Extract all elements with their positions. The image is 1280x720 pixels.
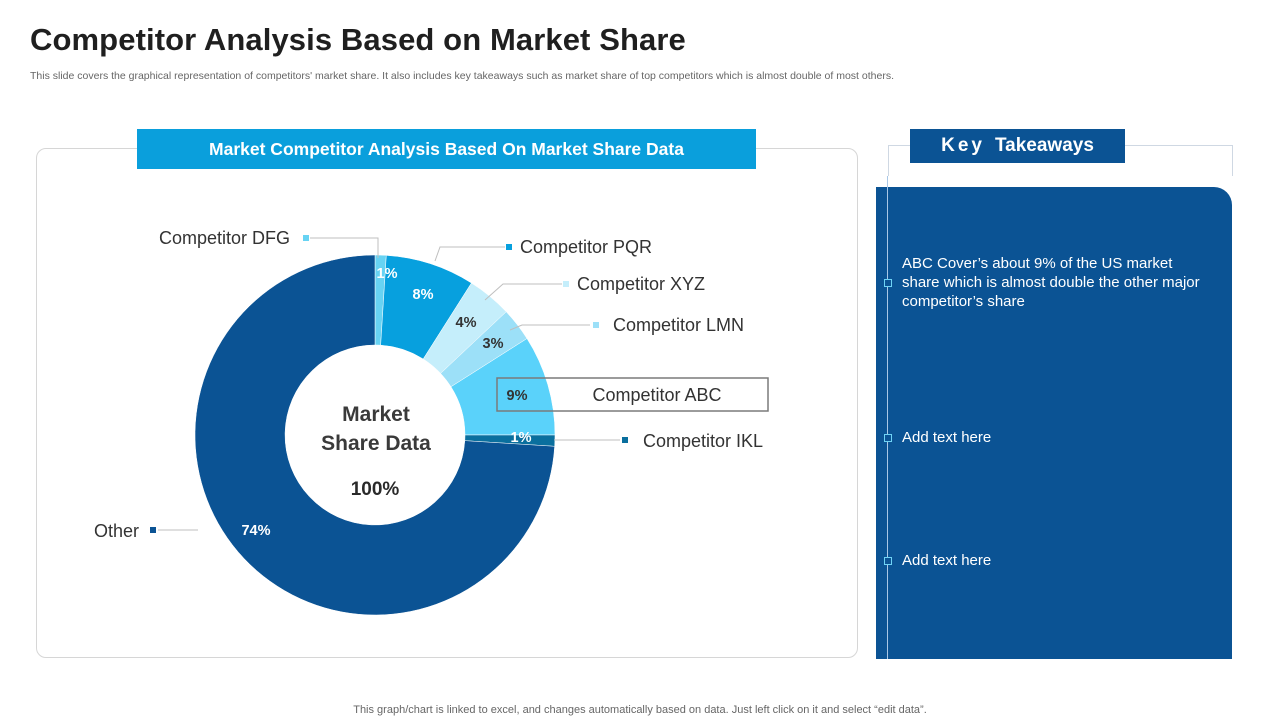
legend-marker-competitor-pqr bbox=[506, 244, 512, 250]
data-label-other: 74% bbox=[241, 523, 270, 539]
legend-label-competitor-ikl: Competitor IKL bbox=[643, 431, 763, 451]
leader-line-competitor-lmn bbox=[509, 324, 590, 331]
donut-hole bbox=[286, 346, 464, 524]
legend-label-competitor-dfg: Competitor DFG bbox=[159, 228, 290, 248]
leader-line-competitor-pqr bbox=[434, 246, 505, 262]
legend-marker-competitor-dfg bbox=[303, 235, 309, 241]
leader-line-competitor-xyz bbox=[484, 283, 562, 301]
legend-marker-other bbox=[150, 527, 156, 533]
takeaway-text-3: Add text here bbox=[902, 552, 992, 569]
center-label-line1: Market bbox=[342, 403, 410, 426]
data-label-competitor-xyz: 4% bbox=[456, 315, 477, 331]
page-title: Competitor Analysis Based on Market Shar… bbox=[30, 22, 686, 57]
footer-note: This graph/chart is linked to excel, and… bbox=[353, 704, 927, 716]
takeaway-bullet-3 bbox=[884, 557, 892, 565]
data-label-competitor-abc: 9% bbox=[507, 388, 528, 404]
legend-label-competitor-abc: Competitor ABC bbox=[592, 385, 721, 405]
data-label-competitor-ikl: 1% bbox=[511, 430, 532, 446]
legend-label-competitor-xyz: Competitor XYZ bbox=[577, 274, 705, 294]
takeaways-timeline bbox=[887, 176, 888, 659]
takeaways-header-key: Key bbox=[941, 135, 985, 156]
data-label-competitor-dfg: 1% bbox=[377, 266, 398, 282]
takeaways-header-rest: Takeaways bbox=[994, 135, 1094, 156]
takeaway-text-2: Add text here bbox=[902, 429, 992, 446]
legend-marker-competitor-ikl bbox=[622, 437, 628, 443]
center-label-line2: Share Data bbox=[321, 432, 431, 455]
leader-line-competitor-dfg bbox=[310, 237, 379, 258]
takeaways-panel bbox=[876, 187, 1232, 659]
legend-label-other: Other bbox=[94, 521, 139, 541]
legend-label-competitor-pqr: Competitor PQR bbox=[520, 237, 652, 257]
takeaway-text-1: ABC Cover’s about 9% of the US market sh… bbox=[902, 255, 1200, 310]
page-subtitle: This slide covers the graphical represen… bbox=[30, 70, 894, 82]
center-value: 100% bbox=[351, 479, 400, 500]
data-label-competitor-lmn: 3% bbox=[483, 336, 504, 352]
takeaways-header: Key Takeaways bbox=[910, 129, 1125, 163]
takeaway-bullet-1 bbox=[884, 279, 892, 287]
legend-label-competitor-lmn: Competitor LMN bbox=[613, 315, 744, 335]
donut-slice-other bbox=[194, 254, 555, 616]
takeaway-bullet-2 bbox=[884, 434, 892, 442]
callout-box-competitor-abc bbox=[496, 377, 769, 412]
data-label-competitor-pqr: 8% bbox=[413, 287, 434, 303]
legend-marker-competitor-xyz bbox=[563, 281, 569, 287]
legend-marker-competitor-lmn bbox=[593, 322, 599, 328]
chart-title: Market Competitor Analysis Based On Mark… bbox=[137, 129, 756, 169]
